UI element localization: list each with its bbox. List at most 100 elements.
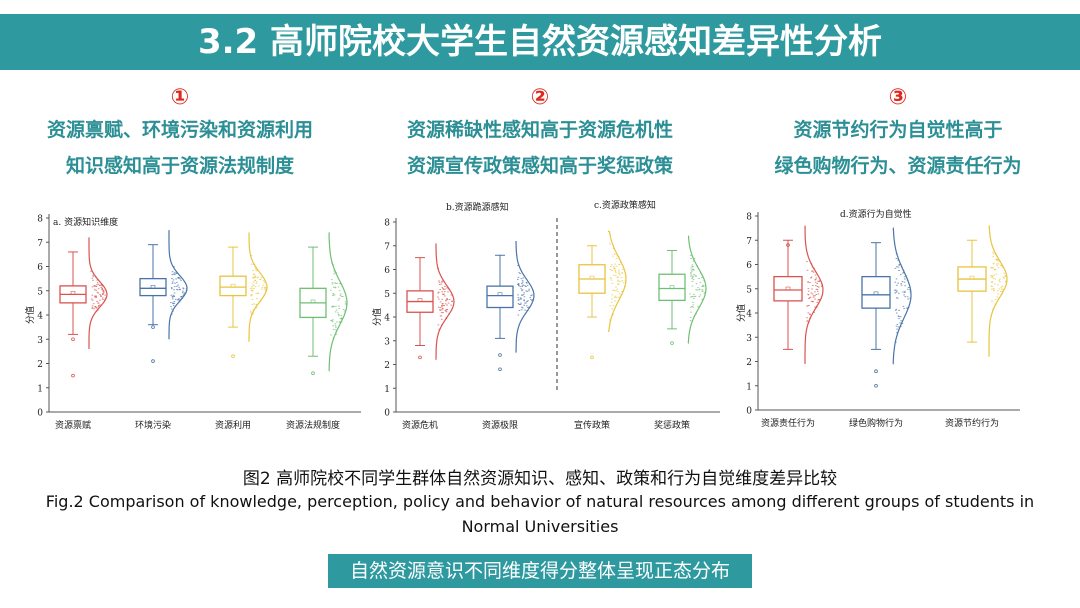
- data-point: [521, 290, 523, 292]
- data-point: [445, 300, 447, 302]
- data-point: [611, 283, 614, 284]
- data-point: [690, 272, 692, 274]
- y-tick-label: 3: [37, 336, 43, 346]
- data-point: [444, 288, 446, 290]
- box: [486, 285, 514, 309]
- data-point: [702, 284, 704, 286]
- data-point: [817, 299, 819, 301]
- data-point: [251, 283, 254, 285]
- chart-title: b.资源跪源感知: [446, 201, 509, 213]
- data-point: [443, 291, 446, 293]
- data-point: [810, 292, 813, 294]
- data-point: [692, 295, 694, 297]
- data-point: [331, 306, 333, 308]
- y-tick-label: 3: [746, 334, 752, 344]
- data-point: [251, 285, 253, 287]
- data-point: [691, 280, 694, 282]
- data-point: [621, 272, 623, 274]
- data-point: [817, 280, 819, 282]
- data-point: [177, 299, 179, 301]
- data-point: [703, 285, 705, 287]
- data-point: [997, 284, 999, 286]
- data-point: [529, 297, 531, 299]
- x-tick-label: 资源责任行为: [761, 417, 815, 429]
- data-point: [1002, 276, 1004, 278]
- data-point: [902, 305, 905, 307]
- data-point: [98, 305, 100, 306]
- data-point: [337, 286, 340, 288]
- data-point: [181, 298, 183, 299]
- data-point: [992, 275, 994, 277]
- data-point: [614, 269, 617, 271]
- data-point: [263, 294, 266, 296]
- data-point: [445, 318, 448, 320]
- data-point: [255, 269, 257, 271]
- data-point: [438, 280, 440, 282]
- data-point: [815, 277, 817, 279]
- data-point: [337, 312, 339, 314]
- data-point: [180, 298, 182, 300]
- data-point: [255, 307, 257, 309]
- data-point: [904, 290, 906, 292]
- data-point: [520, 306, 523, 308]
- data-point: [517, 265, 519, 266]
- data-point: [995, 263, 998, 265]
- data-point: [898, 270, 900, 271]
- data-point: [693, 274, 695, 276]
- data-point: [330, 289, 332, 291]
- density-curve: [168, 230, 188, 340]
- data-point: [175, 278, 177, 280]
- data-point: [992, 251, 994, 253]
- data-point: [445, 311, 448, 313]
- finding-line: 资源宣传政策感知高于奖惩政策: [406, 155, 673, 177]
- data-point: [181, 292, 184, 294]
- y-tick-label: 1: [37, 384, 43, 394]
- outlier-point: [71, 373, 75, 378]
- outlier-point: [231, 354, 235, 359]
- data-point: [691, 276, 694, 278]
- data-point: [617, 256, 620, 258]
- data-point: [521, 289, 524, 291]
- finding-line: 知识感知高于资源法规制度: [65, 155, 294, 177]
- data-point: [807, 294, 810, 296]
- data-point: [92, 279, 94, 281]
- data-point: [691, 277, 693, 279]
- data-point: [1000, 288, 1003, 290]
- data-point: [895, 291, 898, 293]
- data-point: [896, 297, 899, 299]
- mean-marker: [669, 285, 675, 289]
- data-point: [900, 284, 903, 286]
- data-point: [695, 289, 697, 291]
- data-point: [259, 278, 261, 280]
- data-point: [901, 323, 904, 324]
- data-point: [92, 274, 94, 276]
- data-point: [909, 289, 911, 291]
- data-point: [992, 267, 994, 269]
- data-point: [92, 276, 95, 278]
- data-point: [343, 310, 346, 312]
- data-point: [818, 286, 820, 288]
- data-point: [334, 286, 337, 288]
- data-point: [251, 277, 254, 279]
- data-point: [527, 300, 529, 302]
- data-point: [518, 272, 520, 274]
- data-point: [332, 293, 335, 294]
- data-point: [694, 274, 697, 276]
- data-point: [104, 294, 106, 296]
- data-point: [806, 269, 809, 271]
- data-point: [613, 268, 615, 270]
- data-point: [104, 299, 106, 301]
- data-point: [331, 282, 334, 284]
- data-point: [900, 325, 902, 327]
- data-point: [101, 289, 103, 291]
- outlier-point: [874, 383, 878, 388]
- data-point: [95, 296, 98, 298]
- data-point: [900, 320, 902, 322]
- data-point: [441, 281, 443, 283]
- data-point: [261, 286, 264, 288]
- y-axis-label: 分值: [25, 306, 36, 324]
- data-point: [171, 281, 174, 283]
- data-point: [701, 298, 703, 300]
- data-point: [450, 294, 453, 296]
- data-point: [99, 304, 101, 306]
